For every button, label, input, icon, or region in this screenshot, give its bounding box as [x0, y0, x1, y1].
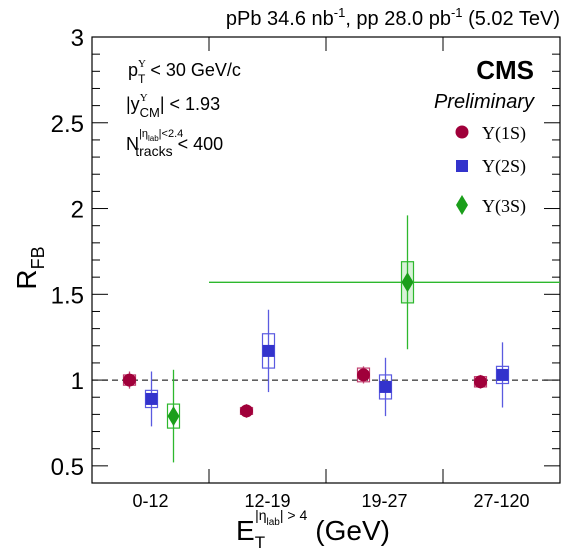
x-tick-label: 27-120 — [473, 491, 529, 511]
point-2s — [379, 380, 392, 393]
cut-y: |yΥ CM| < 1.93 — [126, 92, 220, 120]
legend-label-2s: Υ(2S) — [482, 156, 526, 177]
preliminary-label: Preliminary — [434, 91, 535, 113]
y-axis-label: RFB — [11, 246, 48, 289]
y-tick-label: 0.5 — [51, 454, 84, 481]
point-1s — [357, 368, 370, 382]
axis-ticks: 0.5 1 1.5 2 2.5 3 0-12 12-19 19-27 27-120 — [51, 25, 560, 511]
point-2s — [145, 392, 158, 405]
x-axis-label: ET|ηlab| > 4 (GeV) — [236, 507, 390, 552]
cms-label: CMS — [476, 55, 534, 85]
point-1s — [123, 373, 136, 387]
legend-marker-1s — [455, 125, 469, 139]
y-tick-label: 2.5 — [51, 111, 84, 138]
lumi-header: pPb 34.6 nb-1, pp 28.0 pb-1 (5.02 TeV) — [226, 5, 560, 30]
y-tick-label: 2 — [71, 197, 84, 224]
point-1s — [474, 375, 487, 389]
legend: Υ(1S) Υ(2S) Υ(3S) — [455, 123, 526, 217]
legend-marker-2s — [456, 160, 468, 172]
x-tick-label: 12-19 — [244, 491, 290, 511]
cut-ntracks: N|ηlab|<2.4 tracks < 400 — [126, 128, 223, 159]
point-3s — [167, 406, 180, 427]
point-1s — [240, 404, 253, 418]
x-tick-label: 0-12 — [132, 491, 168, 511]
y-tick-label: 1 — [71, 368, 84, 395]
y-tick-label: 3 — [71, 25, 84, 52]
cut-pt: pΥ T < 30 GeV/c — [128, 58, 241, 86]
data-marks — [122, 215, 560, 463]
point-2s — [262, 344, 275, 357]
legend-label-3s: Υ(3S) — [482, 196, 526, 217]
y-tick-label: 1.5 — [51, 282, 84, 309]
legend-label-1s: Υ(1S) — [482, 123, 526, 144]
legend-marker-3s — [456, 195, 468, 215]
point-3s — [401, 272, 414, 293]
x-tick-label: 19-27 — [361, 491, 407, 511]
point-2s — [496, 368, 509, 381]
